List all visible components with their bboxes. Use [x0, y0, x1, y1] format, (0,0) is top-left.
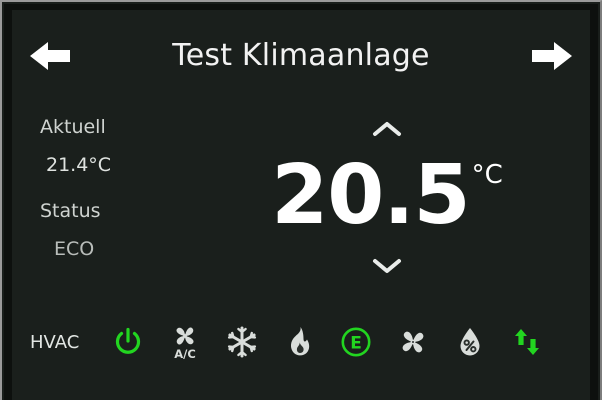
chevron-down-icon — [367, 253, 407, 281]
next-device-button[interactable] — [520, 36, 576, 76]
hvac-heat-button[interactable] — [275, 318, 323, 366]
current-readings: Aktuell 21.4°C Status ECO — [40, 114, 230, 262]
snowflake-icon — [225, 325, 259, 359]
hvac-ac-button[interactable]: A/C — [161, 318, 209, 366]
target-temperature-value: 20.5 — [271, 148, 470, 243]
ac-icon-text: A/C — [174, 347, 196, 361]
increase-temperature-button[interactable] — [242, 114, 532, 148]
power-icon — [111, 325, 145, 359]
flame-icon — [284, 325, 314, 359]
chevron-up-icon — [367, 117, 407, 145]
hvac-humidity-button[interactable] — [446, 318, 494, 366]
ac-fan-icon: A/C — [167, 323, 203, 361]
decrease-temperature-button[interactable] — [242, 250, 532, 284]
hvac-cool-button[interactable] — [218, 318, 266, 366]
hvac-power-button[interactable] — [104, 318, 152, 366]
page-title: Test Klimaanlage — [172, 38, 430, 73]
hvac-auto-swing-button[interactable] — [503, 318, 551, 366]
panel-header: Test Klimaanlage — [12, 10, 590, 96]
hvac-mode-bar: HVAC — [12, 318, 590, 366]
target-temperature-unit: °C — [471, 160, 503, 190]
current-temperature-label: Aktuell — [40, 116, 106, 138]
arrow-left-icon — [26, 36, 82, 76]
hvac-fan-button[interactable] — [389, 318, 437, 366]
eco-icon-text: E — [350, 334, 362, 354]
humidity-drop-icon — [455, 325, 485, 359]
arrow-right-icon — [520, 36, 576, 76]
fan-icon — [396, 325, 430, 359]
eco-circle-e-icon: E — [339, 325, 373, 359]
hvac-label: HVAC — [30, 331, 80, 353]
arrows-up-down-icon — [510, 325, 544, 359]
target-temperature-readout: 20.5 °C — [242, 148, 532, 244]
hvac-eco-button[interactable]: E — [332, 318, 380, 366]
status-value: ECO — [54, 238, 95, 260]
target-temperature-control: 20.5 °C — [242, 110, 532, 300]
climate-panel: Test Klimaanlage Aktuell 21.4°C Status E… — [12, 10, 590, 400]
previous-device-button[interactable] — [26, 36, 82, 76]
current-temperature-value: 21.4°C — [46, 154, 112, 176]
screen-inset-frame: Test Klimaanlage Aktuell 21.4°C Status E… — [4, 4, 598, 400]
status-label: Status — [40, 200, 101, 222]
